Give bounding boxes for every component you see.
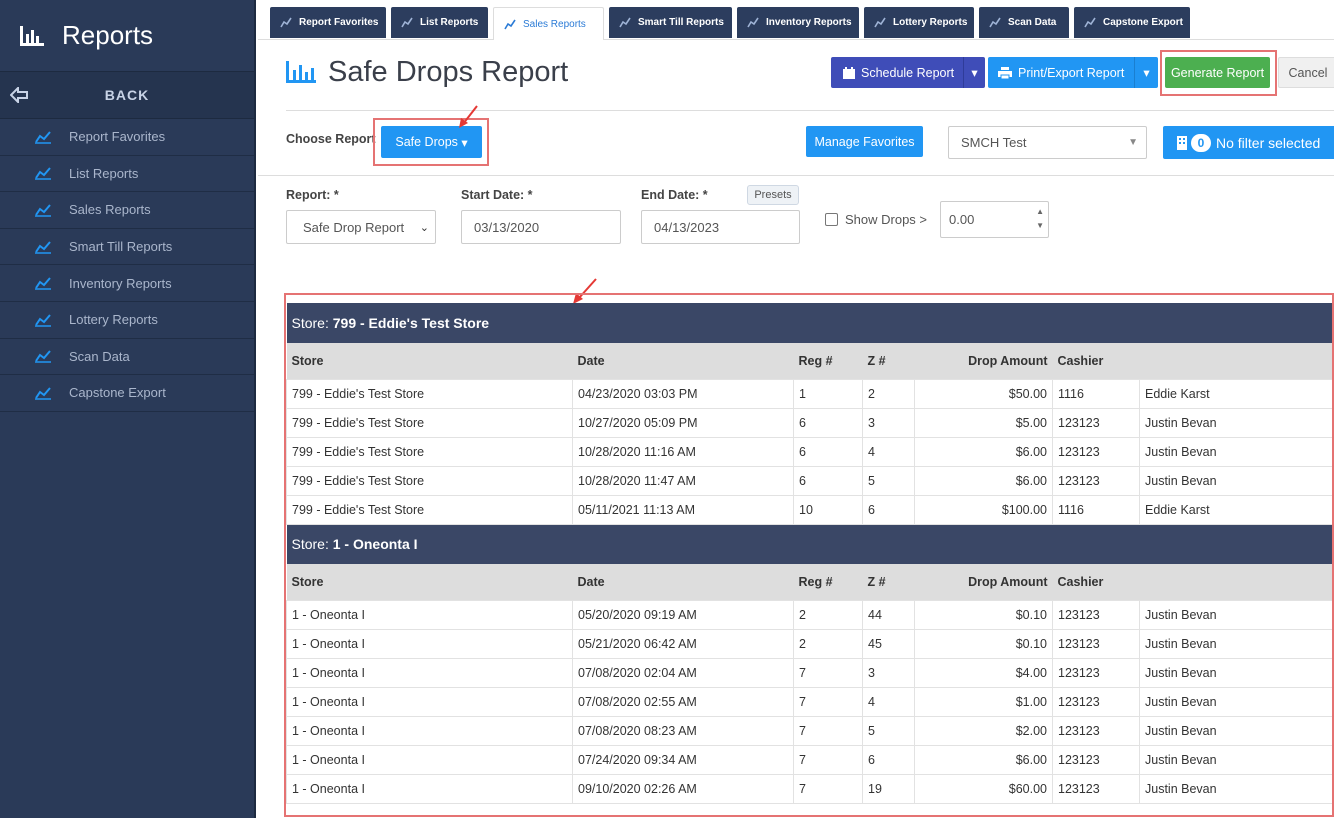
sidebar-item[interactable]: Report Favorites [0, 119, 254, 156]
print-icon [998, 67, 1012, 79]
page-title: Safe Drops Report [328, 56, 568, 89]
sidebar-item[interactable]: List Reports [0, 156, 254, 193]
start-date-label: Start Date: * [461, 188, 533, 202]
tab[interactable]: Inventory Reports [737, 7, 859, 38]
sidebar-item-label: Scan Data [69, 349, 130, 364]
sidebar-item[interactable]: Lottery Reports [0, 302, 254, 339]
sidebar-header: Reports [0, 0, 254, 72]
tab[interactable]: Capstone Export [1074, 7, 1190, 38]
sidebar: Reports BACK Report Favorites List Report… [0, 0, 256, 818]
building-icon [1177, 136, 1187, 150]
start-date-input[interactable]: 03/13/2020 [461, 210, 621, 244]
highlight-box [1160, 50, 1277, 96]
schedule-button[interactable]: Schedule Report ▾ [831, 57, 985, 88]
menu-icon [35, 313, 51, 327]
presets-button[interactable]: Presets [747, 185, 799, 205]
dropdown-caret[interactable]: ▾ [963, 57, 985, 88]
tab-label: List Reports [420, 17, 478, 28]
report-type-label: Report: * [286, 188, 339, 202]
tab[interactable]: Sales Reports [493, 7, 604, 40]
tab[interactable]: Report Favorites [270, 7, 386, 38]
menu-icon [35, 349, 51, 363]
tab[interactable]: Lottery Reports [864, 7, 974, 38]
store-select[interactable]: SMCH Test▼ [948, 126, 1147, 159]
choose-report-label: Choose Report [286, 132, 376, 146]
sidebar-menu: Report Favorites List Reports Sales Report… [0, 119, 254, 412]
dropdown-caret[interactable]: ▾ [1134, 57, 1158, 88]
sidebar-item-label: Report Favorites [69, 129, 165, 144]
sidebar-item-label: Lottery Reports [69, 312, 158, 327]
presets-label: Presets [754, 189, 791, 201]
manage-favorites-label: Manage Favorites [814, 135, 914, 149]
tab-bar: Report Favorites List Reports Sales Report… [258, 0, 1334, 40]
report-type-value: Safe Drop Report [303, 220, 404, 235]
show-drops-input[interactable]: 0.00▲▼ [940, 201, 1049, 238]
show-drops-value: 0.00 [949, 212, 974, 227]
filter-label: No filter selected [1216, 135, 1320, 151]
reports-icon [20, 26, 44, 46]
end-date-value: 04/13/2023 [654, 220, 719, 235]
sidebar-title: Reports [62, 20, 153, 51]
annotation-arrow [455, 104, 481, 130]
filter-button[interactable]: 0 No filter selected [1163, 126, 1334, 159]
sidebar-item[interactable]: Inventory Reports [0, 265, 254, 302]
tab-icon [619, 17, 631, 28]
calendar-icon [843, 67, 855, 79]
tab[interactable]: Scan Data [979, 7, 1069, 38]
start-date-value: 03/13/2020 [474, 220, 539, 235]
sidebar-item[interactable]: Capstone Export [0, 375, 254, 412]
manage-favorites-button[interactable]: Manage Favorites [806, 126, 923, 157]
sidebar-item-label: Smart Till Reports [69, 239, 172, 254]
sidebar-item-label: List Reports [69, 166, 138, 181]
menu-icon [35, 240, 51, 254]
schedule-label: Schedule Report [861, 66, 954, 80]
tab-label: Lottery Reports [893, 17, 967, 28]
sidebar-item[interactable]: Smart Till Reports [0, 229, 254, 266]
tab-label: Smart Till Reports [638, 17, 724, 28]
menu-icon [35, 386, 51, 400]
back-button[interactable]: BACK [0, 72, 254, 119]
menu-icon [35, 130, 51, 144]
tab-icon [401, 17, 413, 28]
report-type-select[interactable]: Safe Drop Report⌄ [286, 210, 436, 244]
show-drops-label: Show Drops > [845, 212, 927, 227]
print-export-button[interactable]: Print/Export Report ▾ [988, 57, 1158, 88]
cancel-label: Cancel [1289, 66, 1328, 80]
divider [258, 175, 1334, 176]
print-export-label: Print/Export Report [1018, 66, 1124, 80]
title-icon [286, 61, 316, 83]
tab[interactable]: Smart Till Reports [609, 7, 732, 38]
highlight-box [284, 293, 1334, 817]
store-select-value: SMCH Test [961, 135, 1027, 150]
filter-count: 0 [1191, 134, 1211, 152]
sidebar-item-label: Sales Reports [69, 202, 151, 217]
back-icon [10, 87, 28, 103]
tab-label: Scan Data [1008, 17, 1056, 28]
menu-icon [35, 276, 51, 290]
sidebar-item[interactable]: Scan Data [0, 339, 254, 376]
tab-label: Report Favorites [299, 17, 378, 28]
sidebar-item-label: Capstone Export [69, 385, 166, 400]
sidebar-item[interactable]: Sales Reports [0, 192, 254, 229]
cancel-button[interactable]: Cancel [1278, 57, 1334, 88]
tab[interactable]: List Reports [391, 7, 488, 38]
sidebar-item-label: Inventory Reports [69, 276, 172, 291]
tab-icon [504, 19, 516, 30]
tab-icon [280, 17, 292, 28]
tab-icon [874, 17, 886, 28]
end-date-label: End Date: * [641, 188, 708, 202]
menu-icon [35, 166, 51, 180]
end-date-input[interactable]: 04/13/2023 [641, 210, 800, 244]
tab-label: Sales Reports [523, 19, 586, 30]
show-drops-checkbox[interactable] [825, 213, 838, 226]
menu-icon [35, 203, 51, 217]
tab-icon [989, 17, 1001, 28]
tab-icon [747, 17, 759, 28]
tab-label: Inventory Reports [766, 17, 852, 28]
divider [286, 110, 1334, 111]
back-label: BACK [105, 87, 149, 103]
tab-label: Capstone Export [1103, 17, 1183, 28]
tab-icon [1084, 17, 1096, 28]
